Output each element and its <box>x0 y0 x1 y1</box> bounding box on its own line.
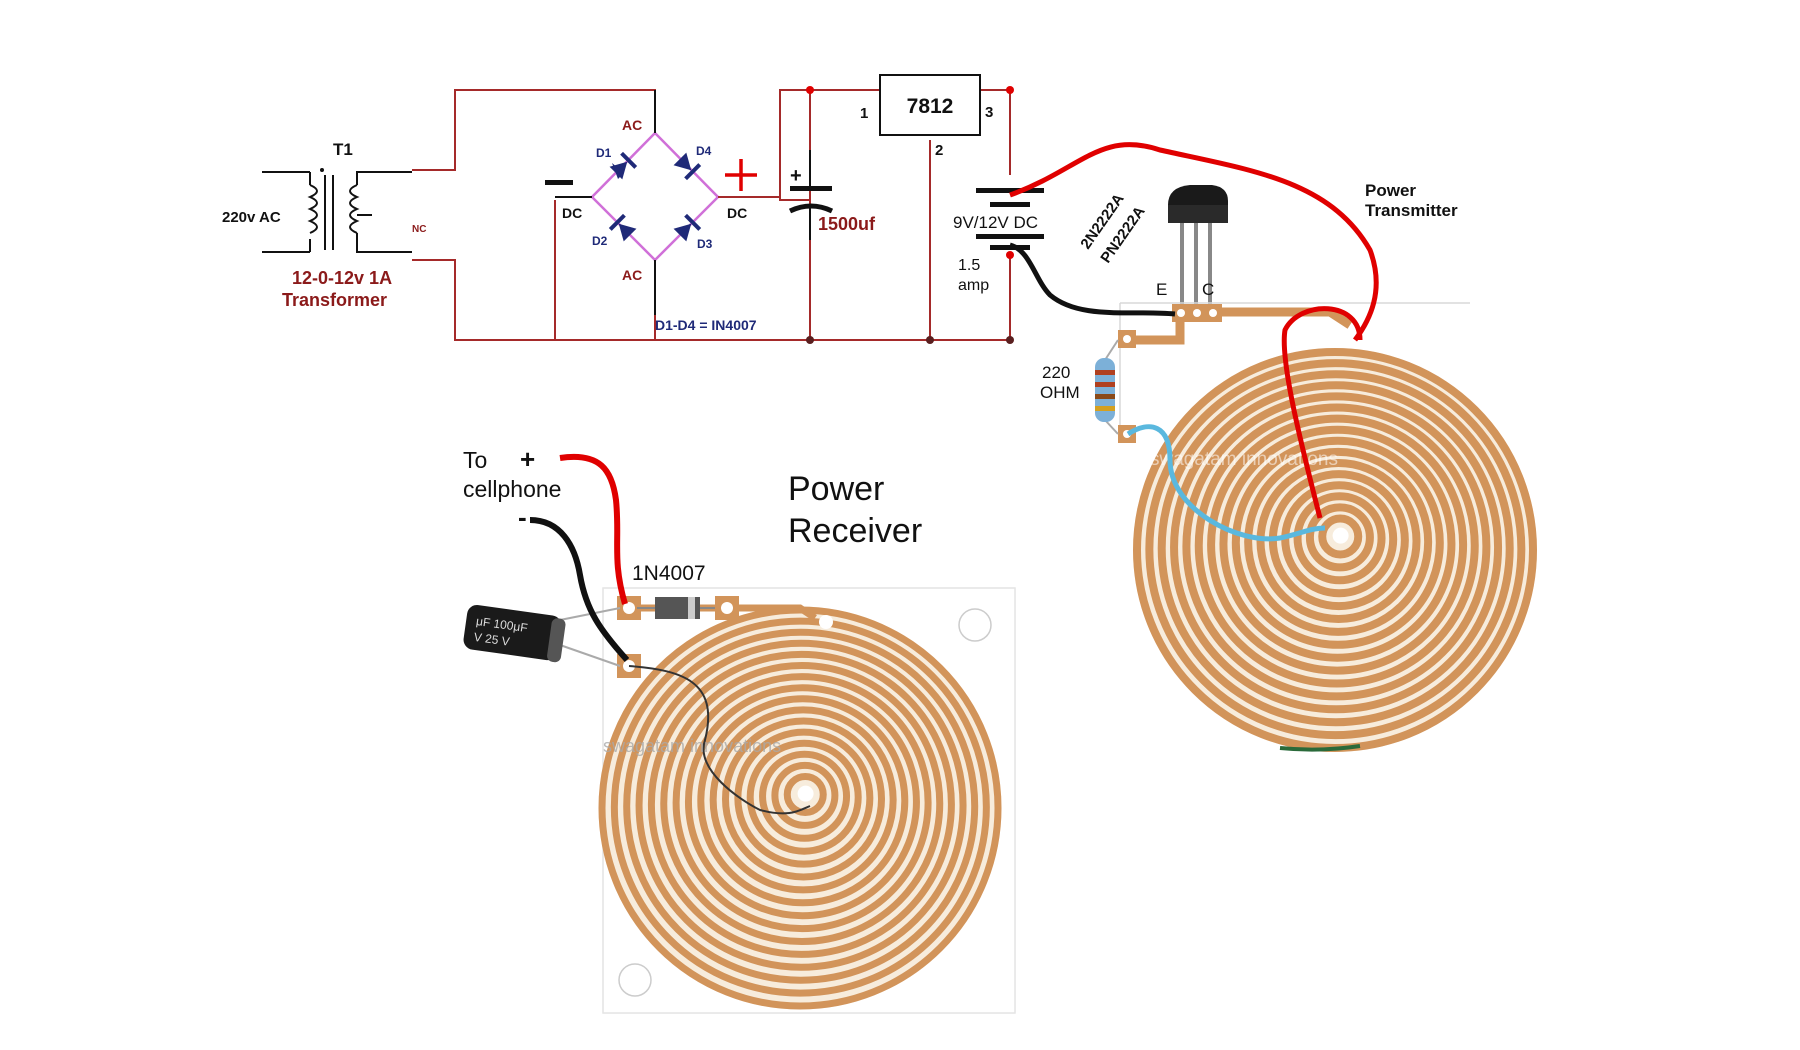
transmitter-title-2: Transmitter <box>1365 201 1458 220</box>
transistor-2n2222 <box>1168 185 1228 310</box>
coil-ring <box>1145 359 1526 740</box>
regulator-pin3: 3 <box>985 104 993 121</box>
coil-center-pad <box>797 785 814 802</box>
transmitter-title-1: Power <box>1365 181 1416 200</box>
coil-ring <box>647 650 955 958</box>
regulator-box <box>879 74 981 136</box>
minus-label: - <box>518 502 527 532</box>
ac-bottom-label: AC <box>622 267 642 283</box>
coil-ring <box>1256 459 1421 623</box>
black-wire-emitter <box>1009 242 1176 317</box>
blue-wire-resistor-to-coil <box>1126 424 1326 542</box>
coil-center-pad <box>1332 527 1349 544</box>
plus-sign <box>725 159 757 191</box>
red-wire-battery-to-coil <box>1009 142 1379 342</box>
capacitor-label: 1500uf <box>818 214 876 234</box>
receiver-coil <box>598 606 1002 1010</box>
coil-ring <box>1305 503 1374 572</box>
mains-label: 220v AC <box>222 209 281 226</box>
regulator-pin2: 2 <box>935 142 943 159</box>
diode-note: D1-D4 = IN4007 <box>655 317 757 333</box>
receiver-diode-1n4007 <box>637 597 715 619</box>
ac-top-label: AC <box>622 117 642 133</box>
d1-label: D1 <box>596 146 612 160</box>
battery-label: 9V/12V DC <box>953 213 1038 232</box>
coil-ring <box>722 717 885 881</box>
diode-d1 <box>609 151 638 180</box>
red-wire-coil-loop <box>1281 306 1363 519</box>
coil-ring <box>1157 370 1514 727</box>
resistor-label-2: OHM <box>1040 383 1080 402</box>
d4-label: D4 <box>696 144 712 158</box>
coil-ring <box>635 639 967 971</box>
resistor-220-ohm <box>1095 339 1119 435</box>
coil-ring <box>1207 414 1468 675</box>
plus-label: + <box>520 444 535 474</box>
grey-wire-coil-center <box>628 665 811 815</box>
diode-d4 <box>673 152 702 181</box>
dc-right-label: DC <box>727 205 747 221</box>
coil-ring <box>734 728 874 868</box>
coil-ring <box>1170 381 1503 714</box>
coil-ring <box>1231 436 1444 649</box>
transformer-symbol <box>262 168 412 253</box>
coil-ring <box>697 695 909 907</box>
coil-ring <box>660 662 944 945</box>
transmitter-watermark: swagatam innovations <box>1150 449 1338 470</box>
d2-label: D2 <box>592 234 608 248</box>
coil-ring <box>783 773 827 816</box>
transformer-ref: T1 <box>333 140 353 159</box>
ground-junctions <box>806 336 1014 344</box>
collector-label: C <box>1202 280 1214 299</box>
minus-bar <box>545 180 573 185</box>
bridge-rectifier <box>555 90 780 315</box>
coil-ring <box>1318 514 1363 559</box>
rx-cap-label-2: V 25 V <box>473 630 511 649</box>
coil-ring <box>1182 392 1491 701</box>
to-phone-label-2: cellphone <box>463 476 561 502</box>
svg-text:+: + <box>790 165 802 187</box>
transformer-rating: 12-0-12v 1A <box>292 268 392 288</box>
coil-ring <box>1293 492 1386 585</box>
coil-ring <box>759 750 851 842</box>
junction-dots <box>806 86 1014 259</box>
current-label-1: 1.5 <box>958 257 980 274</box>
transmitter-board <box>1118 302 1537 752</box>
regulator-pin1: 1 <box>860 105 868 122</box>
emitter-label: E <box>1156 280 1167 299</box>
current-label-2: amp <box>958 277 989 294</box>
black-wire-phone-minus <box>529 517 630 663</box>
regulator-label: 7812 <box>907 95 954 118</box>
coil-ring <box>1219 425 1456 662</box>
coil-ring <box>672 673 932 933</box>
filter-capacitor: + <box>788 150 834 240</box>
coil-ring <box>746 739 862 855</box>
coil-ring <box>610 617 990 997</box>
receiver-capacitor <box>463 604 621 667</box>
dc-left-label: DC <box>562 205 582 221</box>
to-phone-label-1: To <box>463 447 487 473</box>
receiver-board <box>598 587 1016 1014</box>
coil-ring <box>1244 447 1433 636</box>
receiver-title-1: Power <box>788 470 884 508</box>
coil-ring <box>623 628 979 984</box>
d3-label: D3 <box>697 237 713 251</box>
receiver-title-2: Receiver <box>788 512 922 550</box>
resistor-label-1: 220 <box>1042 363 1070 382</box>
coil-ring <box>771 761 839 829</box>
coil-ring <box>1194 403 1479 688</box>
diode-d3 <box>673 213 702 242</box>
transformer-name: Transformer <box>282 290 387 310</box>
coil-ring <box>684 684 920 920</box>
transmitter-coil <box>1133 348 1537 752</box>
coil-ring <box>709 706 897 894</box>
red-wire-phone-plus <box>559 453 628 605</box>
receiver-watermark: swagatam innovations <box>603 736 781 756</box>
rx-diode-label: 1N4007 <box>632 562 706 585</box>
diode-d2 <box>608 213 637 242</box>
nc-label: NC <box>412 224 426 235</box>
